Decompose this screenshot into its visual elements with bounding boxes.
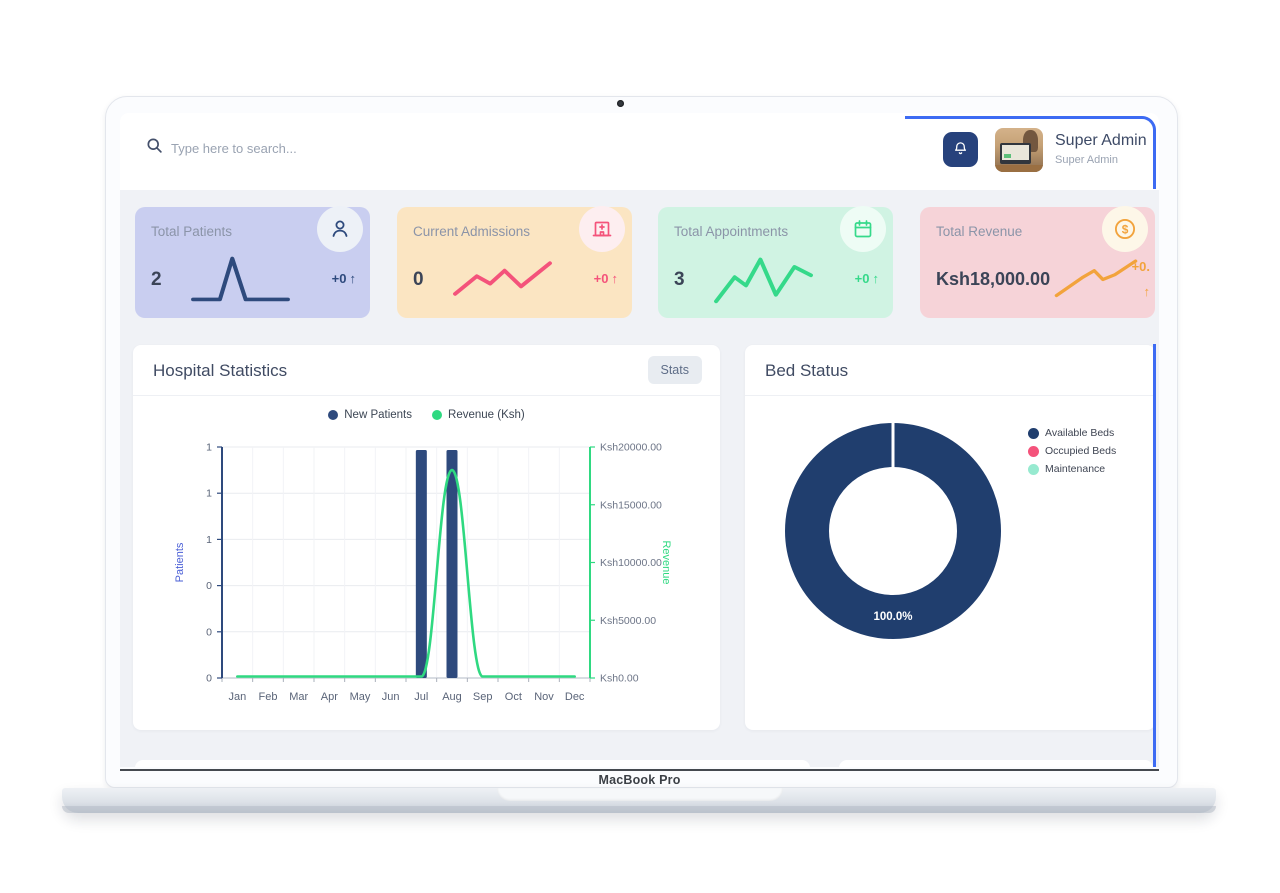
svg-text:Ksh20000.00: Ksh20000.00: [600, 442, 662, 454]
stat-title: Total Revenue: [936, 224, 1023, 239]
stat-card-total-revenue: Total Revenue $ Ksh18,000.00 +0. ↑: [920, 206, 1155, 318]
stat-value: 3: [674, 269, 685, 290]
stat-change: +0 ↑: [593, 271, 619, 286]
svg-text:Ksh10000.00: Ksh10000.00: [600, 557, 662, 569]
legend-dot: [432, 410, 443, 420]
stats-button[interactable]: Stats: [647, 356, 702, 384]
bar-line-chart: 1 1 1 0 0 0 Ksh20000.00 Ksh15000.00 Ksh10000.00 K…: [174, 442, 672, 704]
svg-text:Aug: Aug: [442, 691, 462, 703]
sparkline: [714, 257, 813, 304]
avatar[interactable]: [995, 128, 1043, 172]
legend-dot: [1028, 445, 1039, 457]
stat-change: +0 ↑: [331, 271, 357, 286]
svg-text:Jan: Jan: [228, 691, 246, 703]
legend-item-maintenance[interactable]: Maintenance: [1028, 463, 1116, 475]
svg-text:Dec: Dec: [565, 691, 585, 703]
stat-title: Total Appointments: [674, 224, 789, 239]
stat-value: 2: [151, 269, 162, 290]
bell-icon: [953, 141, 968, 159]
donut-legend: Available Beds Occupied Beds Maintenance: [1028, 427, 1116, 475]
stat-card-total-appointments: Total Appointments 3 +0 ↑: [658, 206, 893, 318]
svg-text:$: $: [1122, 222, 1129, 236]
webcam-dot: [617, 100, 624, 107]
user-icon: [317, 206, 363, 252]
user-name: Super Admin: [1055, 132, 1147, 149]
svg-text:0: 0: [206, 580, 212, 592]
svg-text:Jul: Jul: [414, 691, 428, 703]
svg-text:1: 1: [206, 488, 212, 500]
svg-text:May: May: [350, 691, 371, 703]
sparkline: [191, 256, 290, 302]
dashboard-screen: Super Admin Super Admin Total Patients 2…: [120, 113, 1159, 767]
svg-text:Feb: Feb: [259, 691, 278, 703]
divider: [745, 395, 1155, 396]
notifications-button[interactable]: [943, 132, 978, 167]
stat-card-total-patients: Total Patients 2 +0 ↑: [135, 206, 370, 318]
sparkline: [1054, 259, 1138, 298]
top-header-bar: Super Admin Super Admin: [120, 113, 1159, 190]
legend-dot: [328, 410, 339, 420]
hospital-statistics-panel: Hospital Statistics Stats New Patients R…: [133, 345, 720, 730]
chart-legend: New Patients Revenue (Ksh): [133, 409, 720, 421]
bed-status-panel: Bed Status 100.0% Available Beds Occupie…: [745, 345, 1155, 730]
svg-text:Nov: Nov: [534, 691, 554, 703]
svg-text:Ksh15000.00: Ksh15000.00: [600, 499, 662, 511]
bottom-card-right: [839, 760, 1153, 767]
stat-title: Total Patients: [151, 224, 233, 239]
divider: [133, 395, 720, 396]
user-role: Super Admin: [1055, 154, 1118, 166]
legend-item-occupied-beds[interactable]: Occupied Beds: [1028, 445, 1116, 457]
laptop-base-notch: [497, 788, 783, 801]
svg-text:0: 0: [206, 626, 212, 638]
hospital-icon: [579, 206, 625, 252]
legend-item-new-patients[interactable]: New Patients: [328, 409, 412, 421]
screen-bottom-edge: [120, 769, 1159, 771]
up-arrow-icon: ↑: [611, 271, 619, 286]
bottom-card-left: [135, 760, 810, 767]
up-arrow-icon: ↑: [872, 271, 880, 286]
svg-text:1: 1: [206, 442, 212, 454]
svg-text:Ksh0.00: Ksh0.00: [600, 673, 639, 685]
svg-text:Revenue: Revenue: [660, 540, 672, 584]
legend-dot: [1028, 427, 1039, 439]
donut-chart: 100.0%: [785, 421, 1001, 639]
svg-text:Ksh5000.00: Ksh5000.00: [600, 615, 656, 627]
avatar-photo-monitor: [1000, 143, 1031, 164]
legend-item-available-beds[interactable]: Available Beds: [1028, 427, 1116, 439]
stat-card-current-admissions: Current Admissions 0 +0 ↑: [397, 206, 632, 318]
search-bar[interactable]: [146, 137, 471, 159]
search-icon: [146, 137, 163, 159]
stat-value: 0: [413, 269, 424, 290]
svg-text:Jun: Jun: [382, 691, 400, 703]
stat-value: Ksh18,000.00: [936, 269, 1051, 289]
panel-title: Bed Status: [765, 361, 849, 380]
up-arrow-icon: ↑: [349, 271, 357, 286]
search-input[interactable]: [171, 140, 471, 156]
svg-text:1: 1: [206, 534, 212, 546]
stat-change: +0. ↑: [1131, 259, 1151, 299]
svg-text:0: 0: [206, 673, 212, 685]
right-edge-accent-line: [1153, 344, 1156, 767]
svg-text:Oct: Oct: [505, 691, 522, 703]
dollar-icon: $: [1102, 206, 1148, 252]
svg-text:Patients: Patients: [174, 542, 186, 582]
up-arrow-icon: ↑: [1143, 284, 1151, 299]
stat-change: +0 ↑: [854, 271, 880, 286]
svg-text:Sep: Sep: [473, 691, 493, 703]
avatar-photo-desk: [995, 165, 1043, 172]
calendar-icon: [840, 206, 886, 252]
panel-title: Hospital Statistics: [153, 361, 288, 380]
stat-title: Current Admissions: [413, 224, 531, 239]
device-label: MacBook Pro: [598, 773, 681, 787]
sparkline: [453, 261, 552, 296]
svg-text:Mar: Mar: [289, 691, 308, 703]
svg-text:Apr: Apr: [321, 691, 338, 703]
legend-dot: [1028, 463, 1039, 475]
legend-item-revenue[interactable]: Revenue (Ksh): [432, 409, 525, 421]
svg-text:100.0%: 100.0%: [873, 611, 912, 623]
